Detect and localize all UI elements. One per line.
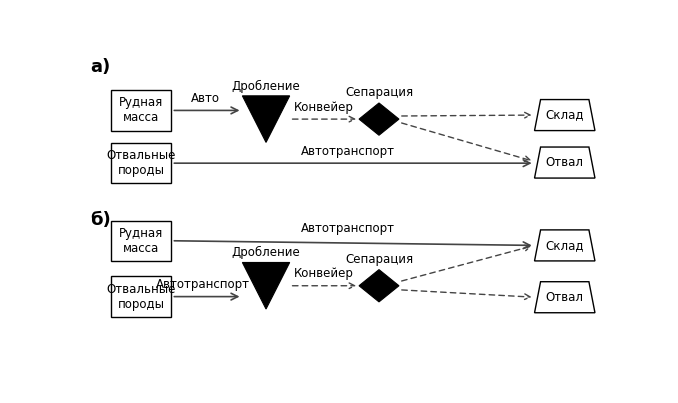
Text: Сепарация: Сепарация [345,253,413,266]
Polygon shape [243,262,290,309]
Text: Отвал: Отвал [546,291,584,304]
Text: Автотранспорт: Автотранспорт [300,222,395,235]
Polygon shape [534,147,595,178]
Text: Рудная
масса: Рудная масса [119,96,163,125]
Text: Конвейер: Конвейер [294,267,354,280]
Text: Склад: Склад [546,239,584,252]
Text: Автотранспорт: Автотранспорт [300,145,395,158]
FancyBboxPatch shape [111,276,172,317]
FancyBboxPatch shape [111,143,172,183]
Text: а): а) [90,58,111,76]
FancyBboxPatch shape [111,90,172,131]
Text: Дробление: Дробление [232,246,300,260]
Text: Отвал: Отвал [546,156,584,169]
Text: Авто: Авто [191,92,220,105]
FancyBboxPatch shape [111,220,172,261]
Text: Рудная
масса: Рудная масса [119,227,163,255]
Polygon shape [359,103,399,135]
Text: Отвальные
породы: Отвальные породы [106,149,176,177]
Text: Сепарация: Сепарация [345,86,413,99]
Text: Автотранспорт: Автотранспорт [156,278,250,291]
Polygon shape [534,230,595,261]
Polygon shape [243,96,290,142]
Polygon shape [359,270,399,302]
Text: Конвейер: Конвейер [294,100,354,114]
Text: Отвальные
породы: Отвальные породы [106,283,176,311]
Text: Склад: Склад [546,108,584,122]
Polygon shape [534,100,595,131]
Text: Дробление: Дробление [232,80,300,93]
Text: б): б) [90,211,111,229]
Polygon shape [534,282,595,313]
